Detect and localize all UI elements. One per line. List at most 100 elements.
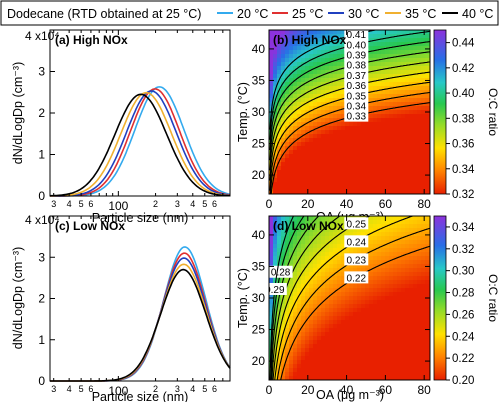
heatmap-cell (397, 220, 402, 225)
heatmap-cell (317, 90, 322, 95)
heatmap-cell (273, 328, 278, 333)
heatmap-cell (389, 146, 394, 151)
heatmap-cell (373, 372, 378, 377)
heatmap-cell (289, 224, 294, 229)
heatmap-cell (413, 268, 418, 273)
heatmap-cell (289, 178, 294, 183)
heatmap-cell (381, 340, 386, 345)
heatmap-cell (325, 372, 330, 377)
heatmap-cell (421, 324, 426, 329)
heatmap-cell (301, 356, 306, 361)
heatmap-cell (417, 312, 422, 317)
heatmap-cell (417, 178, 422, 183)
heatmap-cell (389, 368, 394, 373)
heatmap-cell (397, 122, 402, 127)
heatmap-cell (317, 46, 322, 51)
heatmap-cell (385, 70, 390, 75)
heatmap-cell (417, 118, 422, 123)
heatmap-cell (333, 248, 338, 253)
heatmap-cell (281, 186, 286, 191)
heatmap-cell (329, 138, 334, 143)
heatmap-cell (301, 130, 306, 135)
heatmap-cell (389, 328, 394, 333)
heatmap-cell (397, 142, 402, 147)
heatmap-cell (409, 78, 414, 83)
heatmap-cell (397, 344, 402, 349)
heatmap-cell (385, 348, 390, 353)
heatmap-cell (393, 174, 398, 179)
heatmap-cell (369, 150, 374, 155)
heatmap-cell (397, 248, 402, 253)
heatmap-cell (417, 240, 422, 245)
colorbar-tick-label: 0.34 (452, 164, 475, 176)
heatmap-cell (357, 154, 362, 159)
heatmap-cell (277, 86, 282, 91)
heatmap-cell (277, 102, 282, 107)
heatmap-cell (277, 130, 282, 135)
heatmap-cell (305, 46, 310, 51)
heatmap-cell (361, 264, 366, 269)
heatmap-cell (273, 46, 278, 51)
heatmap-cell (369, 284, 374, 289)
heatmap-cell (397, 240, 402, 245)
heatmap-cell (289, 98, 294, 103)
heatmap-cell (337, 154, 342, 159)
heatmap-cell (409, 324, 414, 329)
heatmap-cell (373, 376, 378, 380)
heatmap-cell (289, 46, 294, 51)
heatmap-cell (425, 288, 430, 293)
heatmap-cell (349, 376, 354, 380)
heatmap-cell (297, 296, 302, 301)
heatmap-cell (393, 82, 398, 87)
colorbar-tick-label: 0.32 (452, 244, 474, 256)
heatmap-cell (409, 82, 414, 87)
heatmap-cell (277, 320, 282, 325)
heatmap-cell (409, 138, 414, 143)
heatmap-cell (361, 360, 366, 365)
heatmap-cell (269, 50, 274, 55)
x-tick-label: 2 (153, 384, 158, 394)
heatmap-cell (333, 340, 338, 345)
heatmap-cell (269, 276, 274, 281)
heatmap-cell (269, 244, 274, 249)
heatmap-cell (409, 34, 414, 39)
heatmap-cell (401, 70, 406, 75)
heatmap-cell (381, 86, 386, 91)
heatmap-cell (341, 352, 346, 357)
heatmap-cell (333, 252, 338, 257)
contour-label-bg (344, 89, 369, 102)
heatmap-cell (421, 154, 426, 159)
heatmap-cell (425, 98, 430, 103)
y-tick-label: 35 (252, 73, 266, 87)
heatmap-cell (305, 288, 310, 293)
panel-b-contours: 0.330.340.350.360.370.380.390.400.41 (269, 30, 430, 194)
heatmap-cell (313, 292, 318, 297)
heatmap-cell (377, 94, 382, 99)
heatmap-cell (373, 320, 378, 325)
heatmap-cell (333, 364, 338, 369)
heatmap-cell (289, 154, 294, 159)
heatmap-cell (341, 178, 346, 183)
heatmap-cell (313, 352, 318, 357)
heatmap-cell (421, 356, 426, 361)
heatmap-cell (405, 178, 410, 183)
heatmap-cell (333, 90, 338, 95)
heatmap-cell (385, 166, 390, 171)
heatmap-cell (277, 30, 282, 35)
heatmap-cell (321, 308, 326, 313)
heatmap-cell (317, 308, 322, 313)
heatmap-cell (417, 34, 422, 39)
heatmap-cell (385, 336, 390, 341)
heatmap-cell (297, 252, 302, 257)
heatmap-cell (345, 344, 350, 349)
heatmap-cell (409, 272, 414, 277)
heatmap-cell (289, 174, 294, 179)
x-tick-label: 3 (51, 199, 56, 209)
heatmap-cell (301, 332, 306, 337)
heatmap-cell (329, 228, 334, 233)
heatmap-cell (405, 280, 410, 285)
heatmap-cell (353, 332, 358, 337)
heatmap-cell (333, 220, 338, 225)
heatmap-cell (413, 300, 418, 305)
heatmap-cell (337, 178, 342, 183)
